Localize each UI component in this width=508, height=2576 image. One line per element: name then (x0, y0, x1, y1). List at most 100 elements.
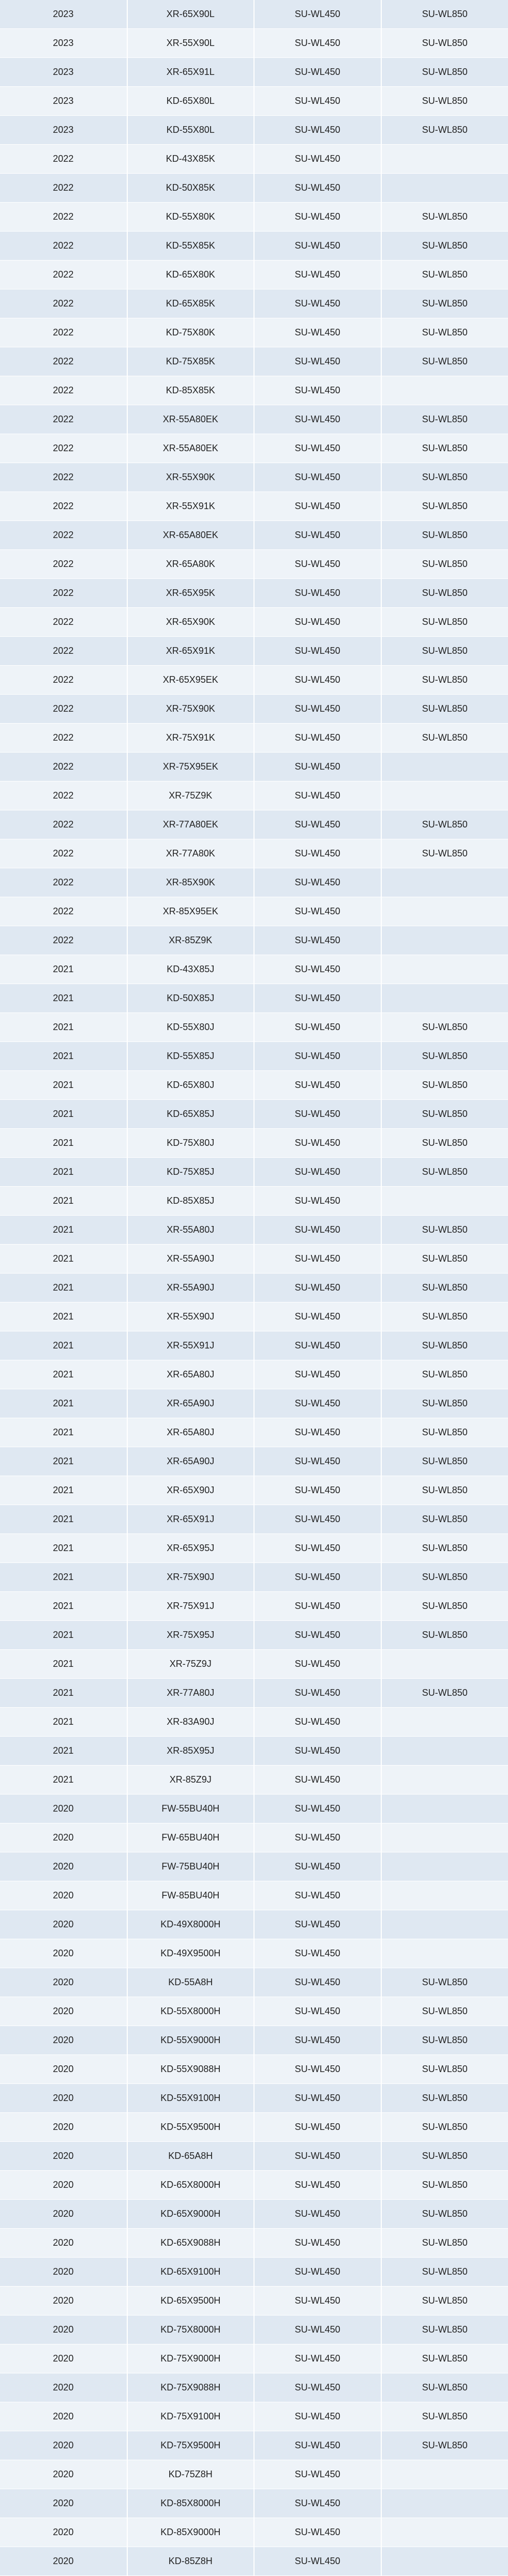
wall-mount-450-cell: SU-WL450 (254, 1534, 381, 1563)
year-cell: 2020 (0, 1910, 127, 1939)
wall-mount-850-cell: SU-WL850 (381, 724, 508, 753)
year-cell: 2022 (0, 376, 127, 405)
model-cell: KD-75X8000H (127, 2316, 255, 2344)
wall-mount-850-cell: SU-WL850 (381, 1476, 508, 1505)
year-cell: 2022 (0, 434, 127, 463)
year-cell: 2023 (0, 87, 127, 116)
wall-mount-850-cell: SU-WL850 (381, 58, 508, 87)
model-cell: XR-65A80EK (127, 521, 255, 550)
wall-mount-450-cell: SU-WL450 (254, 2084, 381, 2113)
year-cell: 2020 (0, 1939, 127, 1968)
wall-mount-850-cell: SU-WL850 (381, 695, 508, 724)
wall-mount-450-cell: SU-WL450 (254, 1997, 381, 2026)
model-cell: KD-65X85K (127, 289, 255, 318)
model-cell: KD-65X8000H (127, 2171, 255, 2200)
model-cell: XR-75X95EK (127, 753, 255, 781)
wall-mount-850-cell: SU-WL850 (381, 2084, 508, 2113)
year-cell: 2021 (0, 1216, 127, 1245)
model-cell: KD-65X9088H (127, 2229, 255, 2258)
year-cell: 2022 (0, 753, 127, 781)
wall-mount-850-cell (381, 955, 508, 984)
wall-mount-450-cell: SU-WL450 (254, 1621, 381, 1650)
year-cell: 2022 (0, 810, 127, 839)
wall-mount-450-cell: SU-WL450 (254, 492, 381, 521)
year-cell: 2021 (0, 1389, 127, 1418)
year-cell: 2020 (0, 1795, 127, 1823)
wall-mount-850-cell: SU-WL850 (381, 1968, 508, 1997)
wall-mount-450-cell: SU-WL450 (254, 1187, 381, 1216)
year-cell: 2022 (0, 492, 127, 521)
wall-mount-450-cell: SU-WL450 (254, 1592, 381, 1621)
year-cell: 2021 (0, 1418, 127, 1447)
model-cell: KD-75X80K (127, 318, 255, 347)
wall-mount-450-cell: SU-WL450 (254, 1939, 381, 1968)
year-cell: 2022 (0, 289, 127, 318)
year-cell: 2021 (0, 1592, 127, 1621)
wall-mount-850-cell: SU-WL850 (381, 1563, 508, 1592)
wall-mount-450-cell: SU-WL450 (254, 810, 381, 839)
model-cell: XR-55A90J (127, 1274, 255, 1302)
year-cell: 2022 (0, 521, 127, 550)
model-cell: XR-75X90J (127, 1563, 255, 1592)
year-cell: 2023 (0, 58, 127, 87)
wall-mount-450-cell: SU-WL450 (254, 1389, 381, 1418)
year-cell: 2020 (0, 2402, 127, 2431)
wall-mount-450-cell: SU-WL450 (254, 955, 381, 984)
wall-mount-450-cell: SU-WL450 (254, 87, 381, 116)
model-cell: XR-55A90J (127, 1245, 255, 1274)
wall-mount-850-cell (381, 376, 508, 405)
model-cell: KD-85X8000H (127, 2489, 255, 2518)
wall-mount-850-cell: SU-WL850 (381, 2373, 508, 2402)
wall-mount-850-cell: SU-WL850 (381, 1447, 508, 1476)
wall-mount-850-cell: SU-WL850 (381, 0, 508, 29)
wall-mount-850-cell: SU-WL850 (381, 1100, 508, 1129)
year-cell: 2021 (0, 1245, 127, 1274)
year-cell: 2020 (0, 2142, 127, 2171)
model-cell: KD-75X9100H (127, 2402, 255, 2431)
year-cell: 2020 (0, 2055, 127, 2084)
model-cell: KD-55X85K (127, 232, 255, 260)
wall-mount-450-cell: SU-WL450 (254, 839, 381, 868)
year-cell: 2020 (0, 1881, 127, 1910)
wall-mount-450-cell: SU-WL450 (254, 2431, 381, 2460)
wall-mount-450-cell: SU-WL450 (254, 1823, 381, 1852)
year-cell: 2021 (0, 1100, 127, 1129)
year-cell: 2022 (0, 145, 127, 174)
year-cell: 2021 (0, 1360, 127, 1389)
wall-mount-850-cell: SU-WL850 (381, 318, 508, 347)
year-cell: 2022 (0, 232, 127, 260)
wall-mount-850-cell (381, 868, 508, 897)
wall-mount-850-cell: SU-WL850 (381, 1331, 508, 1360)
year-cell: 2022 (0, 550, 127, 579)
wall-mount-850-cell: SU-WL850 (381, 1679, 508, 1708)
model-cell: KD-55X9000H (127, 2026, 255, 2055)
wall-mount-450-cell: SU-WL450 (254, 1563, 381, 1592)
wall-mount-450-cell: SU-WL450 (254, 347, 381, 376)
year-cell: 2020 (0, 2113, 127, 2142)
wall-mount-850-cell: SU-WL850 (381, 2431, 508, 2460)
year-cell: 2021 (0, 1274, 127, 1302)
